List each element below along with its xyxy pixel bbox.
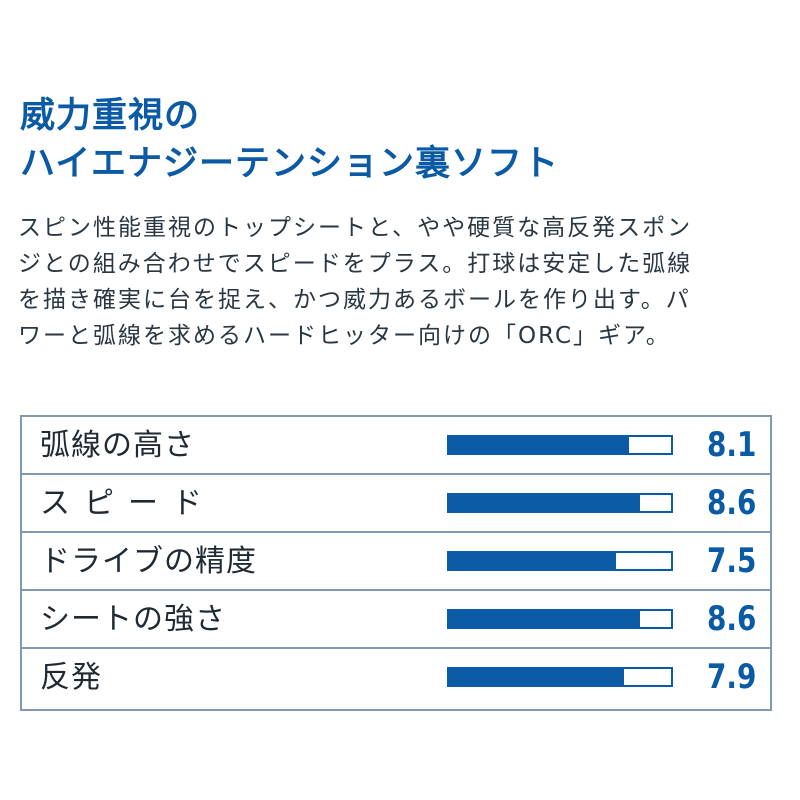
rating-bar	[447, 551, 673, 571]
rating-bar	[447, 609, 673, 629]
title-line-2: ハイエナジーテンション裏ソフト	[20, 144, 559, 184]
row-divider	[22, 647, 770, 649]
rating-bar	[447, 435, 673, 455]
rating-label: 反発	[40, 660, 102, 695]
description-line: スピン性能重視のトップシートと、やや硬質な高反発スポン	[18, 215, 693, 241]
rating-label: スピード	[40, 486, 216, 521]
rating-label: 弧線の高さ	[40, 428, 195, 463]
rating-row-drive-accuracy: ドライブの精度 7.5	[22, 533, 770, 591]
rating-value: 8.1	[707, 425, 757, 465]
description-line: を描き確実に台を捉え、かつ威力あるボールを作り出す。パ	[18, 287, 691, 313]
row-divider	[22, 589, 770, 591]
rating-label: ドライブの精度	[40, 544, 257, 579]
description-line: ワーと弧線を求めるハードヒッター向けの「ORC」ギア。	[18, 323, 671, 349]
product-title: 威力重視の ハイエナジーテンション裏ソフト	[20, 92, 559, 188]
title-line-1: 威力重視の	[20, 96, 201, 136]
rating-row-rebound: 反発 7.9	[22, 649, 770, 707]
rating-value: 7.5	[707, 541, 757, 581]
rating-label: シートの強さ	[40, 602, 226, 637]
rating-bar	[447, 667, 673, 687]
ratings-table: 弧線の高さ 8.1 スピード 8.6 ドライブの精度 7.5 シートの強さ 8.…	[20, 415, 772, 711]
rating-value: 8.6	[707, 599, 757, 639]
row-divider	[22, 531, 770, 533]
rating-row-speed: スピード 8.6	[22, 475, 770, 533]
rating-bar	[447, 493, 673, 513]
rating-value: 7.9	[707, 657, 757, 697]
rating-row-arc-height: 弧線の高さ 8.1	[22, 417, 770, 475]
product-description: スピン性能重視のトップシートと、やや硬質な高反発スポン ジとの組み合わせでスピー…	[18, 210, 788, 354]
rating-row-sheet-strength: シートの強さ 8.6	[22, 591, 770, 649]
description-line: ジとの組み合わせでスピードをプラス。打球は安定した弧線	[18, 251, 693, 277]
rating-bar-fill	[449, 669, 625, 685]
row-divider	[22, 473, 770, 475]
rating-bar-fill	[449, 611, 640, 627]
rating-bar-fill	[449, 437, 629, 453]
rating-bar-fill	[449, 553, 616, 569]
rating-value: 8.6	[707, 483, 757, 523]
rating-bar-fill	[449, 495, 640, 511]
